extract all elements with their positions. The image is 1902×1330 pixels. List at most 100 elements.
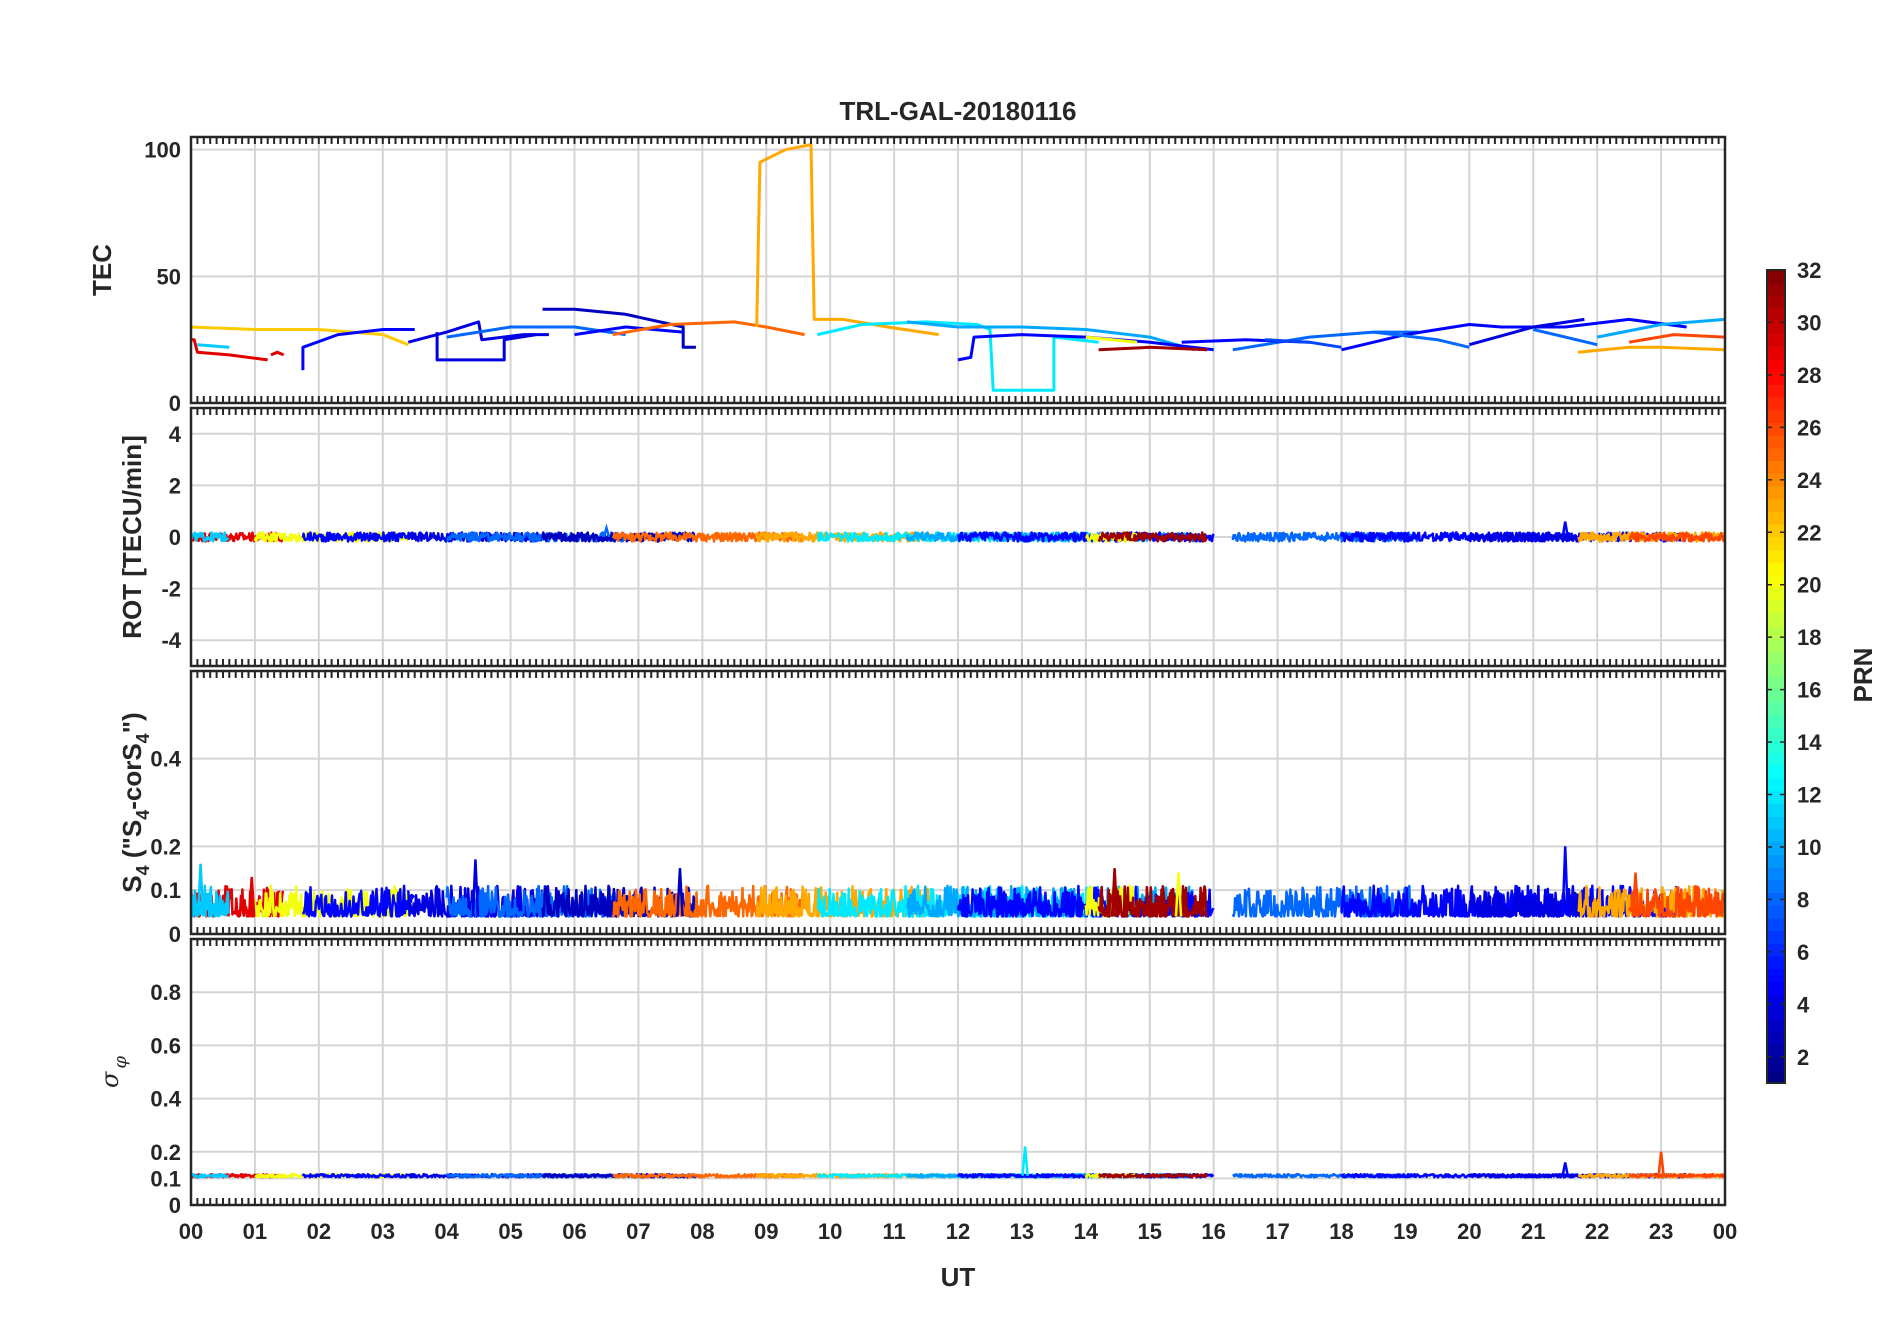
panel-tec-data	[190, 143, 1726, 392]
colorbar-swatch	[1767, 803, 1785, 817]
panel-s4-data	[189, 846, 1726, 918]
colorbar-tick-label: 16	[1797, 678, 1821, 703]
rot-series-prn-11	[189, 531, 230, 543]
colorbar-swatch	[1767, 892, 1785, 906]
colorbar-swatch	[1767, 663, 1785, 678]
y-tick-label: 0.2	[150, 1140, 181, 1165]
y-tick-label: 0	[169, 1193, 181, 1218]
colorbar-label: PRN	[1848, 648, 1878, 703]
s4-spike-prn-4	[471, 859, 480, 917]
x-tick-label: 10	[818, 1219, 842, 1244]
rot-spike-prn-5	[1561, 521, 1569, 538]
tec-series-prn-29	[191, 338, 268, 362]
colorbar-tick-label: 2	[1797, 1045, 1809, 1070]
colorbar-swatch	[1767, 397, 1785, 411]
colorbar-swatch	[1767, 828, 1785, 843]
colorbar-tick-label: 28	[1797, 363, 1821, 388]
tec-series-prn-10	[906, 320, 1195, 352]
colorbar-swatch	[1767, 905, 1785, 919]
s4-series-prn-5	[301, 884, 415, 918]
sigphi-series-prn-26	[1628, 1172, 1725, 1179]
colorbar-swatch	[1767, 930, 1785, 944]
colorbar-swatch	[1767, 955, 1785, 970]
colorbar-swatch	[1767, 485, 1785, 500]
x-tick-label: 19	[1393, 1219, 1417, 1244]
tec-series-prn-8	[1373, 330, 1470, 349]
colorbar-swatch	[1767, 968, 1785, 982]
s4-spike-prn-5	[1561, 846, 1570, 917]
panel-sigphi-data	[189, 1146, 1726, 1179]
colorbar-swatch	[1767, 574, 1785, 589]
colorbar-swatch	[1767, 1006, 1785, 1021]
y-tick-label: 0.1	[150, 1166, 181, 1191]
colorbar-swatch	[1767, 765, 1785, 779]
tec-series-prn-4	[435, 332, 537, 362]
x-tick-label: 00	[179, 1219, 203, 1244]
y-tick-label: 4	[169, 422, 182, 447]
colorbar-swatch	[1767, 867, 1785, 881]
x-tick-label: 03	[371, 1219, 395, 1244]
colorbar-swatch	[1767, 460, 1785, 474]
panel-tec: 0 50 100 TEC	[87, 135, 1727, 416]
tec-series-prn-23	[755, 143, 940, 337]
colorbar-swatch	[1767, 333, 1785, 347]
x-tick-label: 12	[946, 1219, 970, 1244]
x-tick-label: 04	[434, 1219, 459, 1244]
x-tick-label: 18	[1329, 1219, 1353, 1244]
y-tick-label: 0.1	[150, 878, 181, 903]
x-tick-label: 09	[754, 1219, 778, 1244]
y-axis-label-tec: TEC	[87, 244, 117, 296]
colorbar-swatch	[1767, 676, 1785, 690]
colorbar-tick-label: 26	[1797, 415, 1821, 440]
sigphi-series-prn-31	[1098, 1172, 1208, 1179]
colorbar-swatch	[1767, 727, 1785, 741]
colorbar-tick-label: 22	[1797, 520, 1821, 545]
x-axis-label: UT	[941, 1262, 976, 1292]
colorbar-swatch	[1767, 346, 1785, 360]
y-tick-label: 0	[169, 391, 181, 416]
s4-series-prn-8	[1231, 884, 1419, 918]
x-tick-label: 20	[1457, 1219, 1481, 1244]
colorbar-swatch	[1767, 612, 1785, 627]
chart-title: TRL-GAL-20180116	[840, 96, 1077, 126]
rot-series-prn-26	[1628, 531, 1726, 543]
y-tick-label: 0.4	[150, 1087, 181, 1112]
colorbar-swatch	[1767, 689, 1785, 703]
tec-series-prn-11	[197, 343, 230, 349]
tec-series-prn-29	[270, 350, 285, 357]
tec-series-prn-5	[574, 325, 684, 337]
x-tick-label: 15	[1138, 1219, 1162, 1244]
x-tick-label: 16	[1201, 1219, 1225, 1244]
panel-s4-frame	[189, 669, 1727, 936]
tec-series-prn-12	[817, 320, 1099, 392]
panel-rot-frame	[189, 406, 1727, 668]
colorbar-swatch	[1767, 1019, 1785, 1033]
colorbar-tick-label: 6	[1797, 940, 1809, 965]
rot-series-prn-5	[301, 531, 415, 543]
tec-series-prn-4	[1468, 317, 1585, 347]
tec-series-prn-5	[301, 328, 415, 371]
panel-rot-data	[189, 521, 1726, 543]
x-tick-label: 13	[1010, 1219, 1034, 1244]
s4-spike-prn-29	[247, 876, 256, 917]
colorbar-swatch	[1767, 1044, 1785, 1059]
y-tick-label: 100	[144, 138, 181, 163]
colorbar-tick-label: 32	[1797, 258, 1821, 283]
y-tick-label: 0.4	[150, 747, 181, 772]
s4-spike-prn-26	[1631, 872, 1640, 917]
colorbar-swatch	[1767, 524, 1785, 538]
colorbar-swatch	[1767, 320, 1785, 335]
colorbar-tick-label: 8	[1797, 887, 1809, 912]
colorbar-swatch	[1767, 358, 1785, 373]
colorbar-swatch	[1767, 752, 1785, 767]
x-tick-label: 21	[1521, 1219, 1545, 1244]
x-tick-label: 14	[1074, 1219, 1099, 1244]
s4-spike-prn-11	[196, 863, 205, 917]
x-tick-label: 07	[626, 1219, 650, 1244]
colorbar-swatch	[1767, 295, 1785, 309]
y-tick-label: 0.2	[150, 834, 181, 859]
colorbar-tick-label: 18	[1797, 625, 1821, 650]
